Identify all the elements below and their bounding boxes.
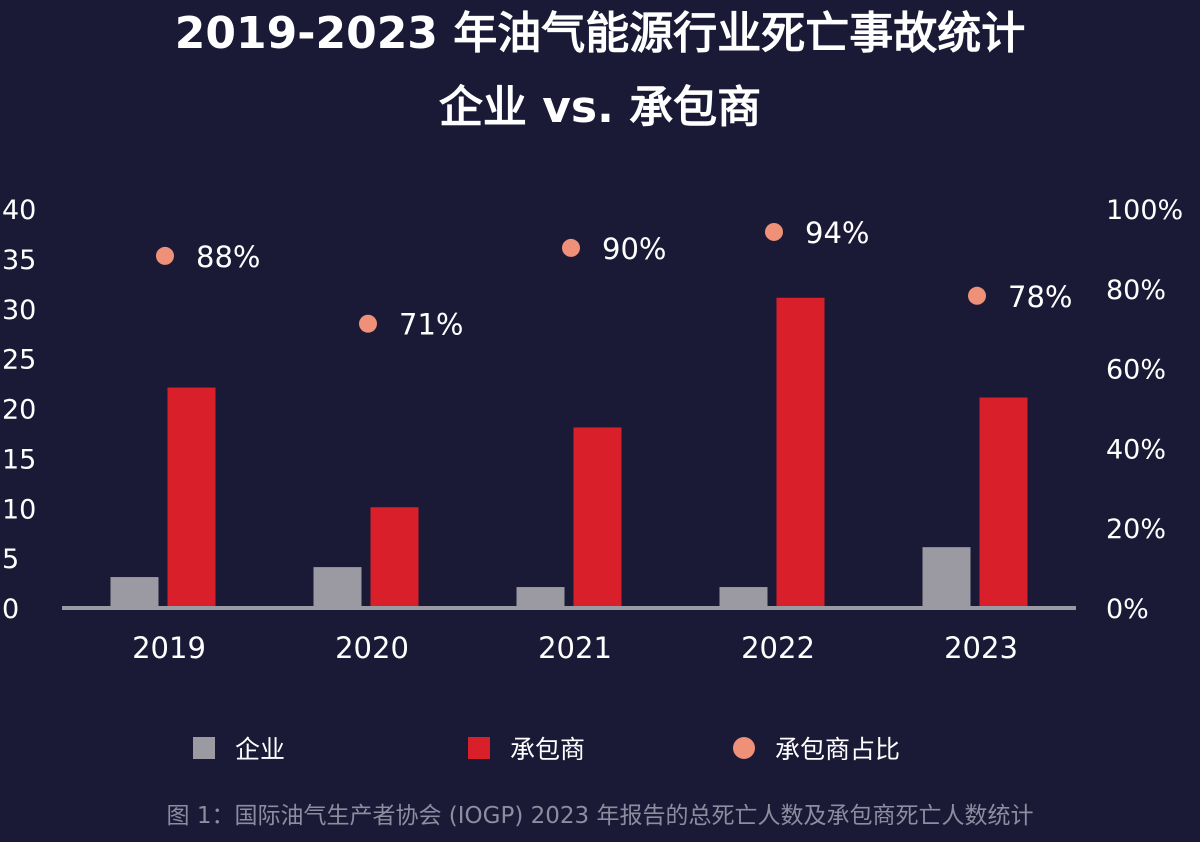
bar-company: [516, 587, 565, 607]
x-tick-label: 2020: [335, 631, 409, 665]
share-point: [562, 238, 580, 257]
y-right-tick-label: 40%: [1106, 434, 1166, 465]
x-tick-label: 2022: [741, 631, 815, 665]
share-data-label: 94%: [805, 216, 869, 250]
legend-label-company: 企业: [235, 735, 286, 764]
chart-title: 2019-2023 年油气能源行业死亡事故统计: [174, 8, 1026, 59]
y-left-tick-label: 10: [2, 494, 36, 525]
share-data-label: 71%: [399, 308, 463, 342]
legend-label-contractor-share: 承包商占比: [775, 735, 901, 764]
y-right-tick-label: 0%: [1106, 594, 1149, 625]
x-tick-label: 2023: [944, 631, 1018, 665]
bar-company: [110, 577, 159, 607]
legend-swatch-contractor: [468, 737, 490, 759]
bar-company: [719, 587, 768, 607]
bar-contractor: [573, 427, 622, 607]
legend-item-company: 企业: [193, 728, 285, 768]
share-data-label: 78%: [1008, 280, 1072, 314]
legend-item-contractor-share: 承包商占比: [733, 728, 900, 768]
y-left-tick-label: 30: [2, 295, 36, 326]
share-point: [968, 286, 986, 305]
y-right-tick-label: 100%: [1106, 195, 1183, 226]
y-left-tick-label: 15: [2, 444, 36, 475]
bar-contractor: [979, 397, 1028, 607]
legend-item-contractor: 承包商: [468, 728, 585, 768]
chart-area: 0 5 10 15 20 25 30 35 40 0% 20% 40% 60% 80% 100% 2019 20…: [2, 195, 1183, 665]
y-left-tick-label: 20: [2, 395, 36, 426]
y-left-tick-label: 40: [2, 195, 36, 226]
y-right-tick-label: 60%: [1106, 355, 1166, 386]
bar-contractor: [370, 507, 419, 607]
y-left-tick-label: 5: [2, 544, 19, 575]
x-tick-label: 2019: [132, 631, 206, 665]
bar-company: [922, 547, 971, 607]
legend-dot-contractor-share: [733, 737, 755, 759]
bar-company: [313, 567, 362, 607]
share-point: [765, 222, 783, 241]
share-point: [156, 246, 174, 265]
share-data-label: 90%: [602, 232, 666, 266]
legend-label-contractor: 承包商: [510, 735, 586, 764]
figure-caption: 图 1：国际油气生产者协会 (IOGP) 2023 年报告的总死亡人数及承包商死…: [166, 803, 1034, 829]
share-data-label: 88%: [196, 240, 260, 274]
y-left-tick-label: 35: [2, 245, 36, 276]
y-right-tick-label: 20%: [1106, 514, 1166, 545]
y-left-tick-label: 25: [2, 345, 36, 376]
y-left-tick-label: 0: [2, 594, 19, 625]
share-point: [359, 314, 377, 333]
chart-subtitle: 企业 vs. 承包商: [438, 82, 762, 133]
x-tick-label: 2021: [538, 631, 612, 665]
legend-swatch-company: [193, 737, 215, 759]
y-right-tick-label: 80%: [1106, 275, 1166, 306]
bar-contractor: [167, 387, 216, 607]
bar-contractor: [776, 297, 825, 607]
